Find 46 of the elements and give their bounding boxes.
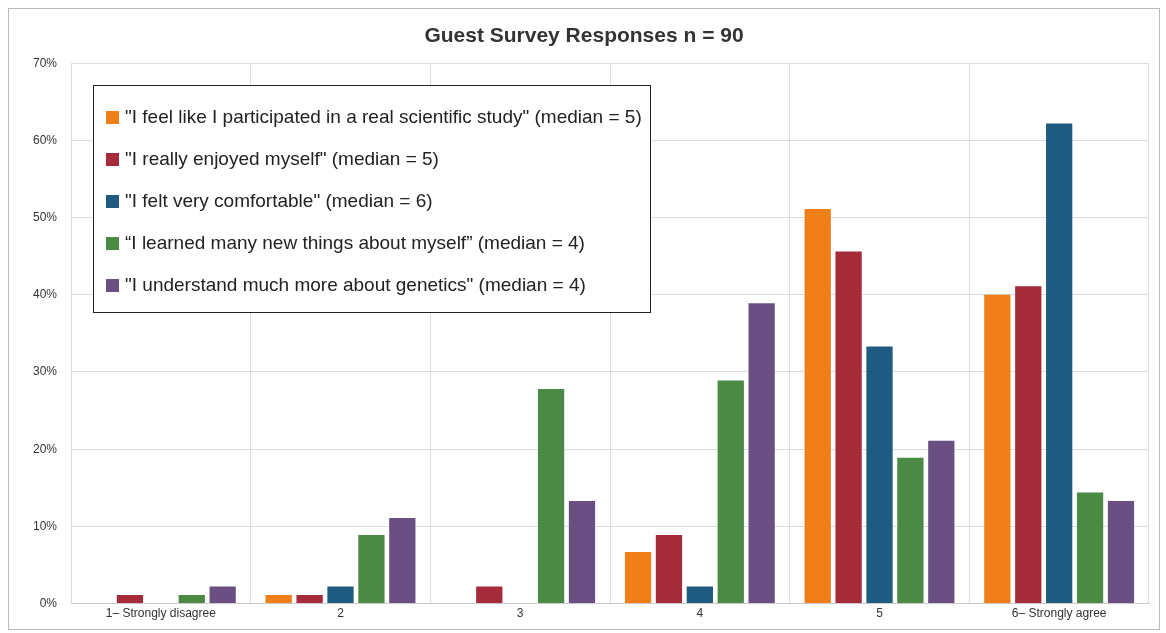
legend-label: "I feel like I participated in a real scientific study" (median = 5) — [125, 106, 642, 129]
y-tick-label: 70% — [32, 55, 58, 70]
x-tick-label: 3 — [516, 606, 524, 621]
y-tick-label: 20% — [32, 441, 58, 456]
bar — [717, 380, 744, 604]
bar — [655, 534, 683, 604]
bar — [265, 595, 292, 604]
bar — [1076, 492, 1104, 604]
bar — [686, 586, 713, 604]
bar — [116, 595, 144, 604]
y-tick-label: 40% — [32, 287, 58, 302]
bar — [178, 595, 205, 604]
bar — [866, 346, 893, 604]
y-tick-label: 60% — [32, 132, 58, 147]
bar — [928, 440, 955, 604]
bar — [568, 500, 596, 604]
bar — [804, 209, 831, 604]
bar — [476, 586, 503, 604]
bar — [897, 457, 924, 604]
y-tick-label: 30% — [32, 364, 58, 379]
bar — [296, 595, 323, 604]
x-tick-label: 4 — [696, 606, 704, 621]
bar — [537, 388, 565, 604]
x-tick-label: 5 — [876, 606, 884, 621]
legend-label: “I learned many new things about myself” (median = 4) — [125, 232, 585, 255]
bar — [1107, 500, 1135, 604]
y-tick-label: 0% — [39, 595, 58, 610]
bar — [624, 551, 652, 604]
bar — [748, 303, 775, 604]
x-tick-label: 1– Strongly disagree — [105, 606, 217, 621]
bar — [389, 517, 416, 604]
y-tick-label: 10% — [32, 518, 58, 533]
bar — [835, 251, 862, 604]
bar — [327, 586, 354, 604]
legend-label: "I really enjoyed myself" (median = 5) — [125, 148, 439, 171]
y-tick-label: 50% — [32, 209, 58, 224]
x-tick-label: 2 — [337, 606, 345, 621]
x-tick-label: 6– Strongly agree — [1011, 606, 1107, 621]
legend-label: "I understand much more about genetics" (median = 4) — [125, 274, 586, 297]
bar — [209, 586, 236, 604]
legend-label: "I felt very comfortable" (median = 6) — [125, 190, 433, 213]
bar — [358, 534, 385, 604]
bar — [1046, 123, 1073, 604]
bar — [1015, 286, 1042, 604]
chart-title: Guest Survey Responses n = 90 — [424, 23, 744, 47]
bar — [984, 294, 1011, 604]
